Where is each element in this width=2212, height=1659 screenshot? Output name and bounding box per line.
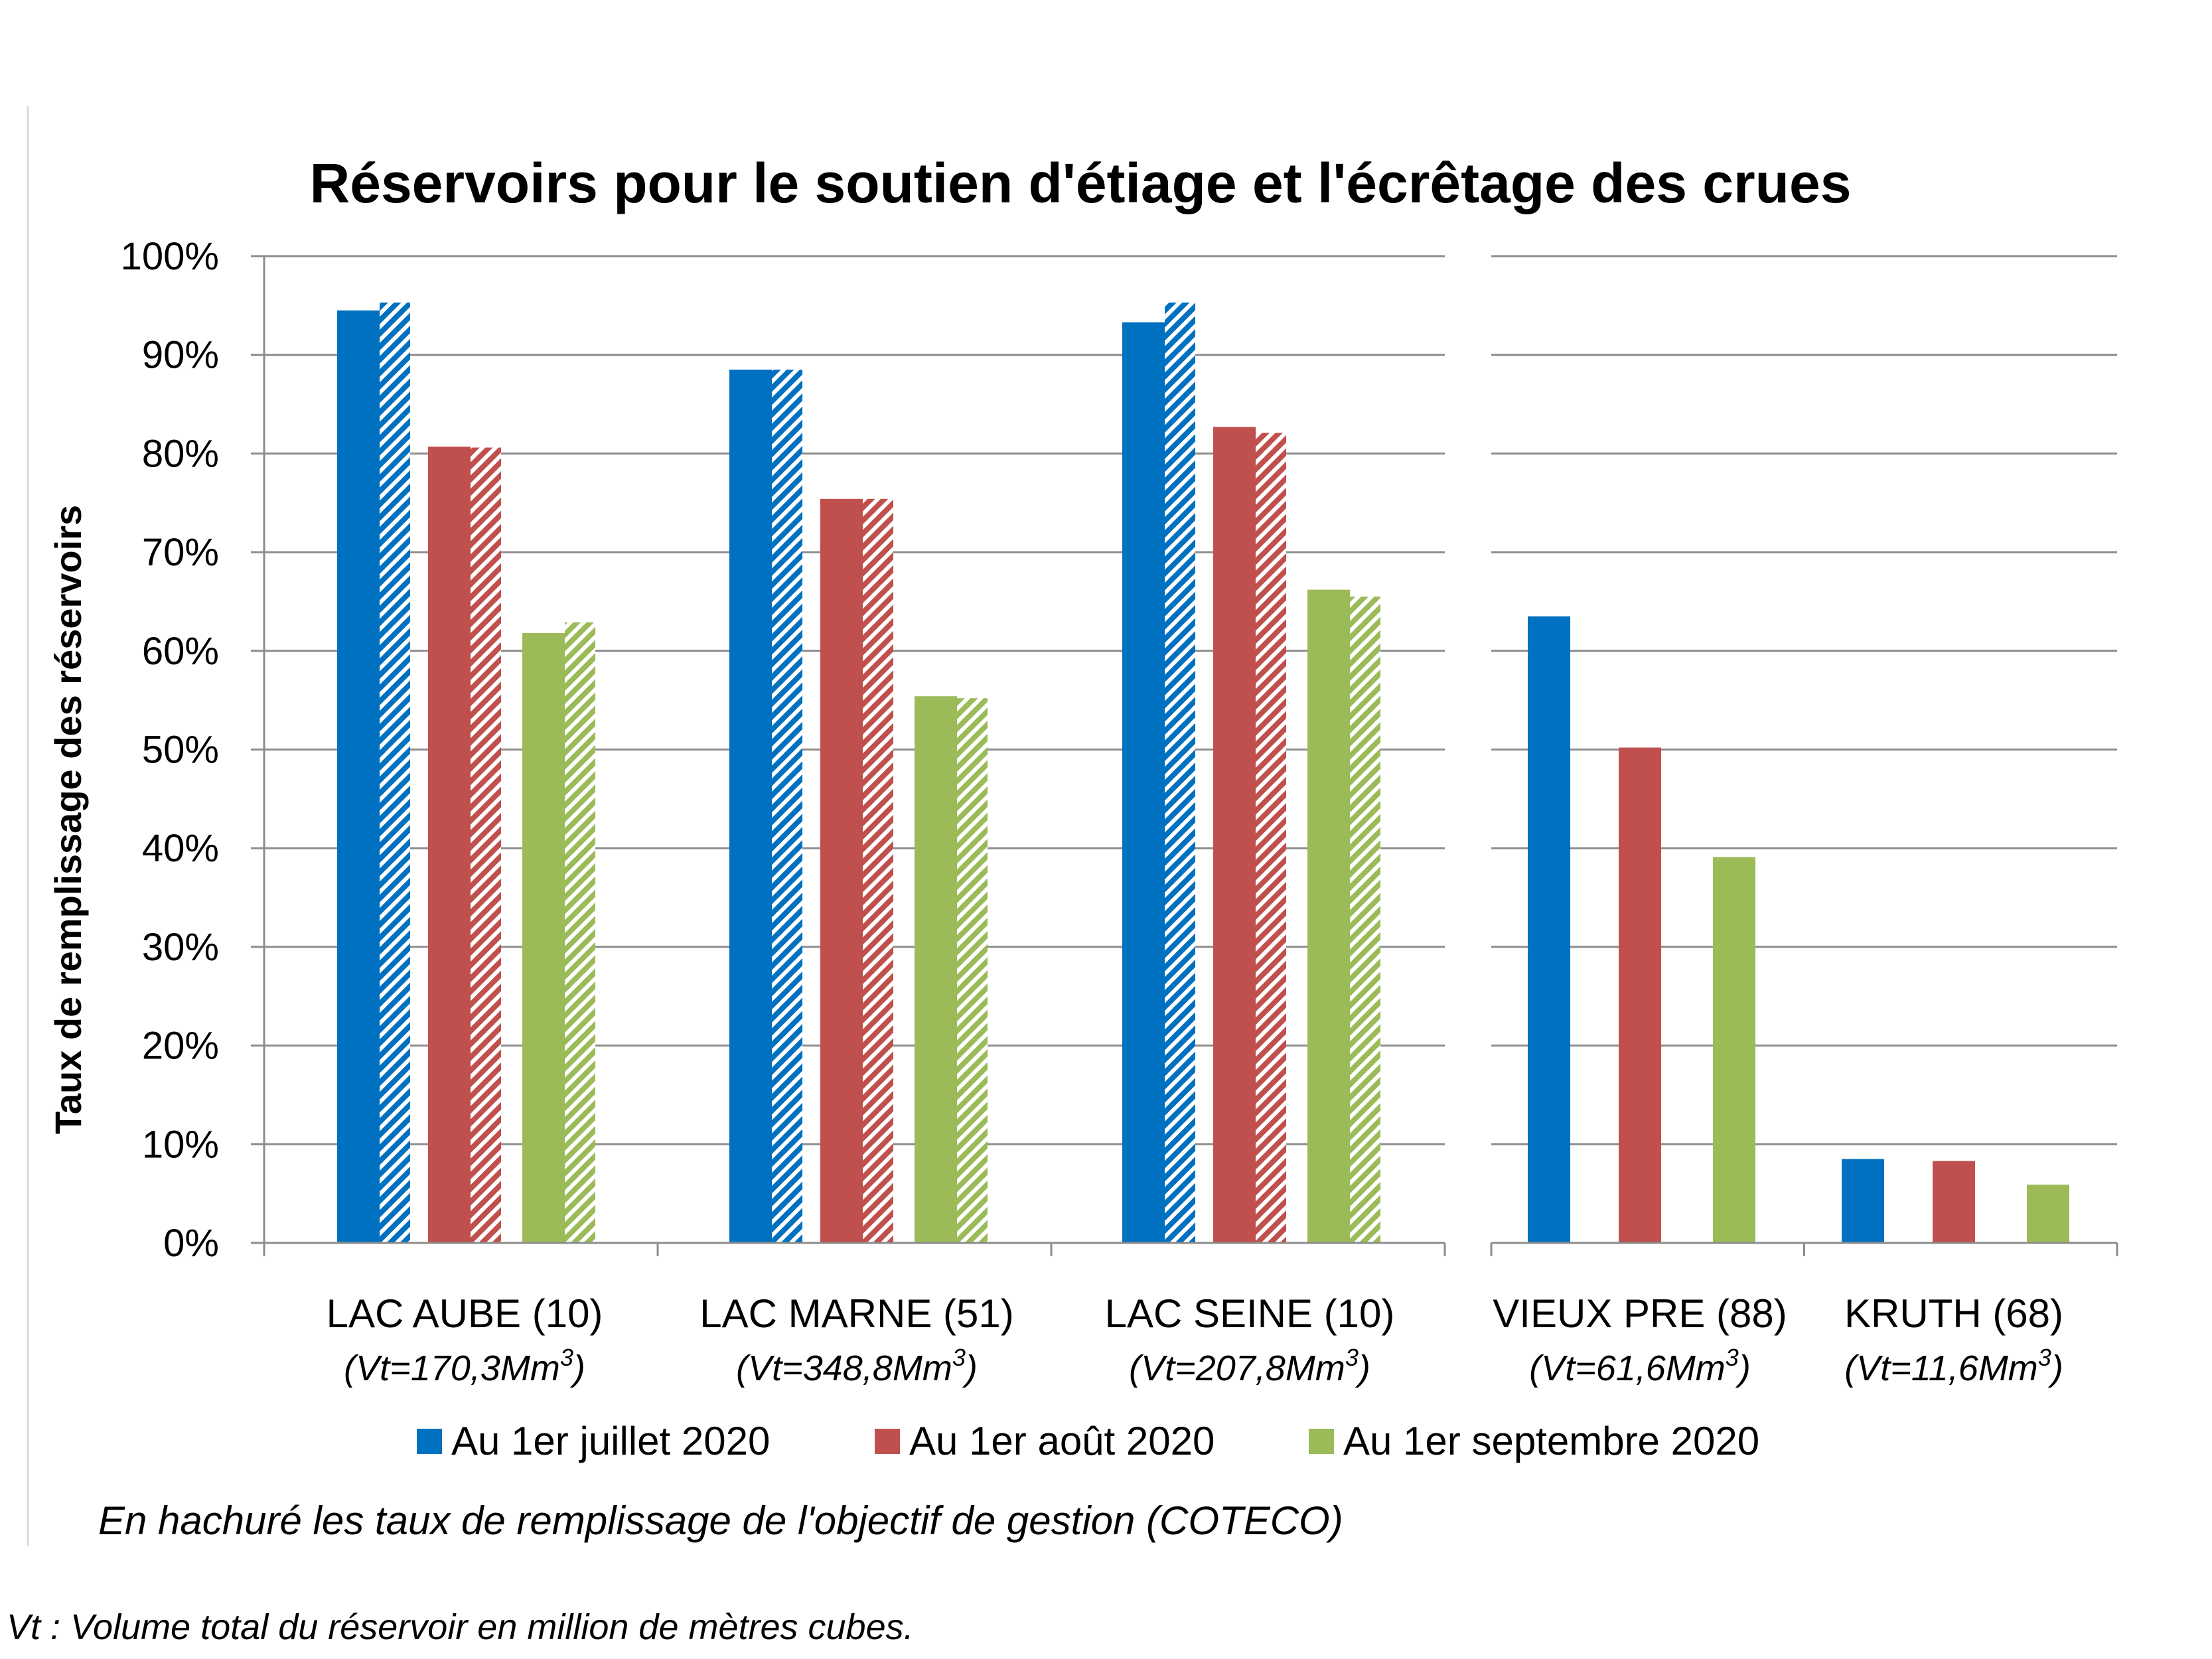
target-bar-2-0 xyxy=(565,622,595,1243)
bar-0-1 xyxy=(729,370,772,1243)
y-tick-label: 40% xyxy=(142,827,219,870)
category-volume: (Vt=11,6Mm3) xyxy=(1844,1344,2063,1388)
target-bar-0-0 xyxy=(380,302,410,1243)
category-label: KRUTH (68) xyxy=(1844,1291,2063,1336)
legend-label: Au 1er juillet 2020 xyxy=(451,1419,770,1463)
category-volume: (Vt=348,8Mm3) xyxy=(736,1344,978,1388)
y-tick-label: 30% xyxy=(142,926,219,969)
y-tick-label: 80% xyxy=(142,432,219,475)
bar-1-0 xyxy=(428,446,471,1244)
category-volume: (Vt=61,6Mm3) xyxy=(1529,1344,1751,1388)
y-tick-label: 70% xyxy=(142,531,219,574)
target-bar-2-1 xyxy=(957,698,988,1243)
y-axis-label: Taux de remplissage des réservoirs xyxy=(47,505,89,1134)
y-tick-label: 20% xyxy=(142,1025,219,1068)
y-tick-label: 0% xyxy=(163,1222,219,1265)
target-bar-1-1 xyxy=(863,498,893,1243)
bar-1-1 xyxy=(820,498,863,1243)
legend-label: Au 1er septembre 2020 xyxy=(1343,1419,1759,1463)
bar-2-2 xyxy=(1307,589,1350,1243)
category-volume: (Vt=207,8Mm3) xyxy=(1129,1344,1370,1388)
footnote: Vt : Volume total du réservoir en millio… xyxy=(7,1607,914,1647)
target-bar-0-1 xyxy=(772,370,802,1243)
y-tick-label: 60% xyxy=(142,630,219,673)
bar-1-4 xyxy=(1933,1161,1975,1243)
category-label: LAC SEINE (10) xyxy=(1105,1291,1395,1336)
category-volume: (Vt=170,3Mm3) xyxy=(344,1344,585,1388)
target-bar-0-2 xyxy=(1165,302,1195,1243)
y-tick-label: 90% xyxy=(142,334,219,377)
bar-0-4 xyxy=(1842,1159,1884,1243)
bar-0-3 xyxy=(1528,616,1570,1243)
chart-title: Réservoirs pour le soutien d'étiage et l… xyxy=(310,152,1852,214)
category-label: VIEUX PRE (88) xyxy=(1493,1291,1787,1336)
target-bar-1-2 xyxy=(1256,433,1286,1243)
legend-swatch xyxy=(1309,1429,1334,1454)
y-tick-labels: 0% 10% 20% 30% 40% 50% 60% 70% 80% 90% 100% xyxy=(121,235,219,1265)
legend-swatch xyxy=(417,1429,442,1454)
legend-swatch xyxy=(875,1429,900,1454)
y-tick-label: 10% xyxy=(142,1123,219,1166)
bar-2-0 xyxy=(522,633,565,1243)
y-tick-label: 100% xyxy=(121,235,219,278)
legend-label: Au 1er août 2020 xyxy=(909,1419,1215,1463)
x-axes xyxy=(251,255,2118,1256)
bars xyxy=(337,302,2069,1244)
legend: Au 1er juillet 2020 Au 1er août 2020 Au 1e… xyxy=(417,1419,1759,1463)
target-bar-1-0 xyxy=(471,447,501,1243)
category-label: LAC MARNE (51) xyxy=(700,1291,1013,1336)
bar-0-0 xyxy=(337,310,380,1243)
target-bar-2-2 xyxy=(1350,597,1380,1243)
bar-2-3 xyxy=(1713,857,1755,1243)
bar-1-2 xyxy=(1213,427,1256,1243)
bar-0-2 xyxy=(1122,322,1165,1243)
bar-2-4 xyxy=(2027,1185,2069,1243)
y-tick-label: 50% xyxy=(142,729,219,772)
category-labels: LAC AUBE (10) (Vt=170,3Mm3) LAC MARNE (51)… xyxy=(327,1291,2063,1388)
bar-1-3 xyxy=(1619,747,1661,1243)
hatch-note: En hachuré les taux de remplissage de l'… xyxy=(98,1498,1343,1543)
category-label: LAC AUBE (10) xyxy=(327,1291,603,1336)
bar-2-1 xyxy=(915,696,957,1243)
